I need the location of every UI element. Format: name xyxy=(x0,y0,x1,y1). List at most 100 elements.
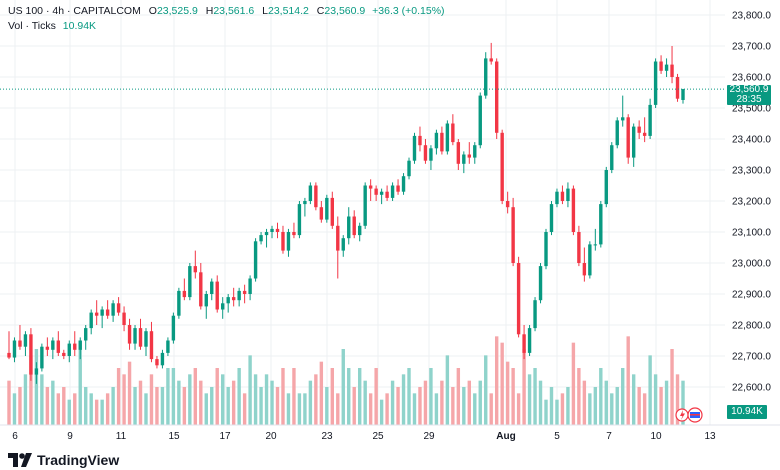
volume-bar xyxy=(111,387,115,425)
candle xyxy=(67,340,71,363)
price-axis[interactable]: 23,800.0 23,700.0 23,600.0 23,500.0 23,400.0… xyxy=(732,11,771,394)
volume-bar xyxy=(566,387,570,425)
candle xyxy=(149,321,154,363)
volume-bar xyxy=(330,368,334,425)
time-axis[interactable]: 6 9 11 15 17 20 23 25 29 Aug 5 7 10 13 xyxy=(0,424,780,442)
candle-body xyxy=(166,340,170,353)
candle-body xyxy=(626,117,630,158)
volume-bar xyxy=(281,368,285,425)
candle-body xyxy=(237,290,241,301)
candle xyxy=(84,325,88,350)
candle xyxy=(494,58,499,139)
symbol-label[interactable]: US 100 · 4h · CAPITALCOM xyxy=(8,5,141,17)
candle-body xyxy=(599,204,603,245)
candle-body xyxy=(423,145,428,161)
candle xyxy=(199,263,203,310)
candle-body xyxy=(182,290,187,298)
candle xyxy=(538,263,543,304)
time-tick-label: Aug xyxy=(496,431,515,442)
candle-body xyxy=(127,325,132,344)
volume-bar xyxy=(144,393,148,425)
candle-body xyxy=(352,216,356,236)
candle-body xyxy=(303,201,307,205)
candle xyxy=(325,194,329,223)
time-tick-label: 20 xyxy=(265,431,277,442)
volume-bar xyxy=(34,349,39,425)
candle-body xyxy=(462,154,466,164)
candle-body xyxy=(7,352,11,358)
candle xyxy=(390,182,395,201)
volume-bar xyxy=(7,380,11,425)
candle-body xyxy=(401,176,406,192)
volume-bar xyxy=(275,387,280,425)
volume-bar xyxy=(242,393,247,425)
volume-bar xyxy=(347,368,351,425)
candle-body xyxy=(505,201,510,208)
brand[interactable]: TradingView xyxy=(8,452,119,468)
candle xyxy=(473,142,477,164)
volume-bar xyxy=(429,368,433,425)
candle xyxy=(105,300,110,319)
volume-bar xyxy=(221,374,225,425)
candle xyxy=(51,337,55,360)
candle xyxy=(94,300,99,325)
candle xyxy=(314,182,318,211)
volume-bar xyxy=(292,368,296,425)
candle xyxy=(500,129,504,205)
volume-bar xyxy=(149,374,154,425)
candle xyxy=(604,166,608,208)
candle xyxy=(401,173,406,195)
volume-bar xyxy=(78,349,82,425)
volume-bar xyxy=(500,342,504,425)
candle xyxy=(155,356,159,369)
candle-body xyxy=(631,126,636,158)
volume-label[interactable]: Vol · Ticks xyxy=(8,20,56,32)
volume-bar xyxy=(133,387,137,425)
candle xyxy=(89,309,93,335)
volume-bar xyxy=(231,380,236,425)
volume-bar xyxy=(462,387,466,425)
candle-body xyxy=(363,185,367,226)
volume-bar xyxy=(303,393,307,425)
candle xyxy=(177,287,181,319)
price-tick-label: 23,100.0 xyxy=(732,228,771,239)
candle-body xyxy=(297,204,302,236)
candle-body xyxy=(549,204,554,232)
candle xyxy=(467,142,471,164)
candle-body xyxy=(533,300,537,329)
volume-bar xyxy=(127,361,132,425)
open-label: O xyxy=(148,5,157,17)
candle xyxy=(456,139,461,170)
event-icons[interactable] xyxy=(674,406,706,424)
low-value: 23,514.2 xyxy=(267,5,309,17)
candle xyxy=(599,201,603,248)
volume-bar xyxy=(160,387,165,425)
candle xyxy=(610,142,614,174)
candle-body xyxy=(275,228,280,232)
time-tick-label: 10 xyxy=(650,431,662,442)
candle-body xyxy=(336,225,340,251)
volume-bar xyxy=(56,393,61,425)
volume-bar xyxy=(264,374,269,425)
volume-bar xyxy=(588,393,592,425)
candle xyxy=(368,179,373,201)
candle xyxy=(566,182,570,208)
volume-bar xyxy=(29,355,33,425)
candle xyxy=(516,256,521,338)
time-tick-label: 25 xyxy=(372,431,384,442)
low-label: L xyxy=(262,5,268,17)
candle xyxy=(484,52,488,99)
volume-bar xyxy=(445,355,450,425)
volume-bar xyxy=(631,374,636,425)
candle xyxy=(45,337,50,356)
candle xyxy=(160,349,165,369)
volume-bar xyxy=(533,368,537,425)
candle xyxy=(347,207,351,245)
change-value: +36.3 (+0.15%) xyxy=(372,5,445,17)
volume-bar xyxy=(434,393,439,425)
volume-bar xyxy=(358,368,362,425)
candle xyxy=(659,55,663,74)
candle xyxy=(571,185,576,236)
candle-body xyxy=(270,228,274,232)
